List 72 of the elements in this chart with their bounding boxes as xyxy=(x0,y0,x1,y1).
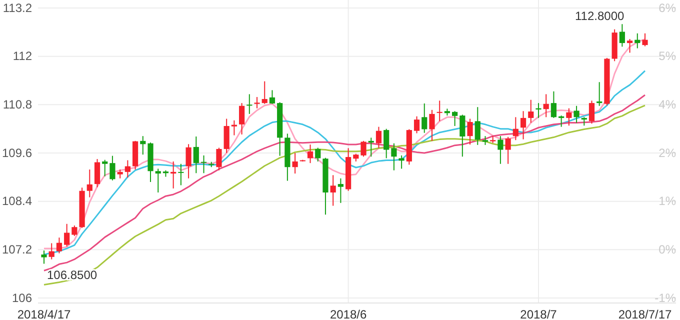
candlestick xyxy=(520,110,526,140)
candlestick xyxy=(429,109,435,142)
candlestick xyxy=(498,136,504,164)
candlestick xyxy=(642,32,648,47)
candlestick xyxy=(224,118,230,154)
candlestick xyxy=(398,154,404,170)
candlestick xyxy=(566,108,572,126)
candlestick xyxy=(315,147,321,162)
candlestick xyxy=(543,94,549,118)
candlestick xyxy=(72,225,78,236)
candlestick xyxy=(558,115,564,128)
y-tick-label: 112 xyxy=(12,49,32,64)
candlestick xyxy=(94,158,100,188)
y-tick-label: 107.2 xyxy=(2,242,32,257)
candlestick xyxy=(110,155,116,181)
candlestick xyxy=(422,102,428,134)
candlestick xyxy=(140,136,146,156)
candlestick xyxy=(170,160,176,189)
candlestick xyxy=(384,128,390,159)
candlestick xyxy=(102,159,108,177)
candlestick xyxy=(330,174,336,206)
candlestick xyxy=(368,137,374,158)
candlestick xyxy=(155,168,161,193)
y-tick-label: 110.8 xyxy=(2,98,32,112)
candlestick xyxy=(626,38,633,54)
candlestick xyxy=(124,160,130,178)
candlestick xyxy=(596,82,602,106)
candlestick xyxy=(376,126,382,149)
candlestick xyxy=(64,223,70,247)
candlestick xyxy=(474,106,480,146)
x-tick-label: 2018/7 xyxy=(520,308,558,320)
y-tick-label: 108.4 xyxy=(2,194,32,208)
candlestick xyxy=(254,96,260,109)
candlestick xyxy=(436,100,442,122)
candlestick xyxy=(360,140,366,158)
candlestick xyxy=(269,90,276,104)
y-tick-label: 113.2 xyxy=(2,0,32,15)
candlestick xyxy=(634,32,640,49)
candlestick xyxy=(231,120,237,136)
candlestick xyxy=(512,116,518,141)
candlestick xyxy=(238,102,245,135)
candlestick xyxy=(246,94,252,114)
y-tick-label: 109.6 xyxy=(2,146,32,160)
candlestick xyxy=(216,147,222,171)
candlestick xyxy=(200,154,207,174)
x-tick-label: 2018/7/17 xyxy=(618,308,672,320)
candlestick xyxy=(619,24,625,48)
candlestick xyxy=(193,136,199,174)
candlestick xyxy=(186,144,192,179)
candlestick xyxy=(178,163,184,186)
candlestick xyxy=(574,105,580,124)
candlestick xyxy=(86,169,92,198)
candlestick xyxy=(460,114,466,158)
candlestick xyxy=(452,110,458,127)
candlestick xyxy=(414,116,420,134)
candlestick xyxy=(588,100,595,124)
candlestick xyxy=(41,250,47,264)
candlestick xyxy=(550,90,557,118)
candlestick xyxy=(338,178,344,204)
candlestick xyxy=(391,142,397,171)
candlestick xyxy=(307,144,314,164)
x-tick-label: 2018/4/17 xyxy=(17,308,72,320)
candlestick xyxy=(528,99,534,124)
candlestick xyxy=(292,152,298,174)
candlestick xyxy=(56,237,62,254)
candlestick xyxy=(48,242,54,260)
y-tick-label: 106 xyxy=(12,290,32,305)
x-tick-label: 2018/6 xyxy=(330,308,367,320)
candlestick xyxy=(467,118,473,146)
candlestick xyxy=(262,80,268,104)
candlestick xyxy=(505,136,511,164)
annotation: 112.8000 xyxy=(575,9,624,24)
